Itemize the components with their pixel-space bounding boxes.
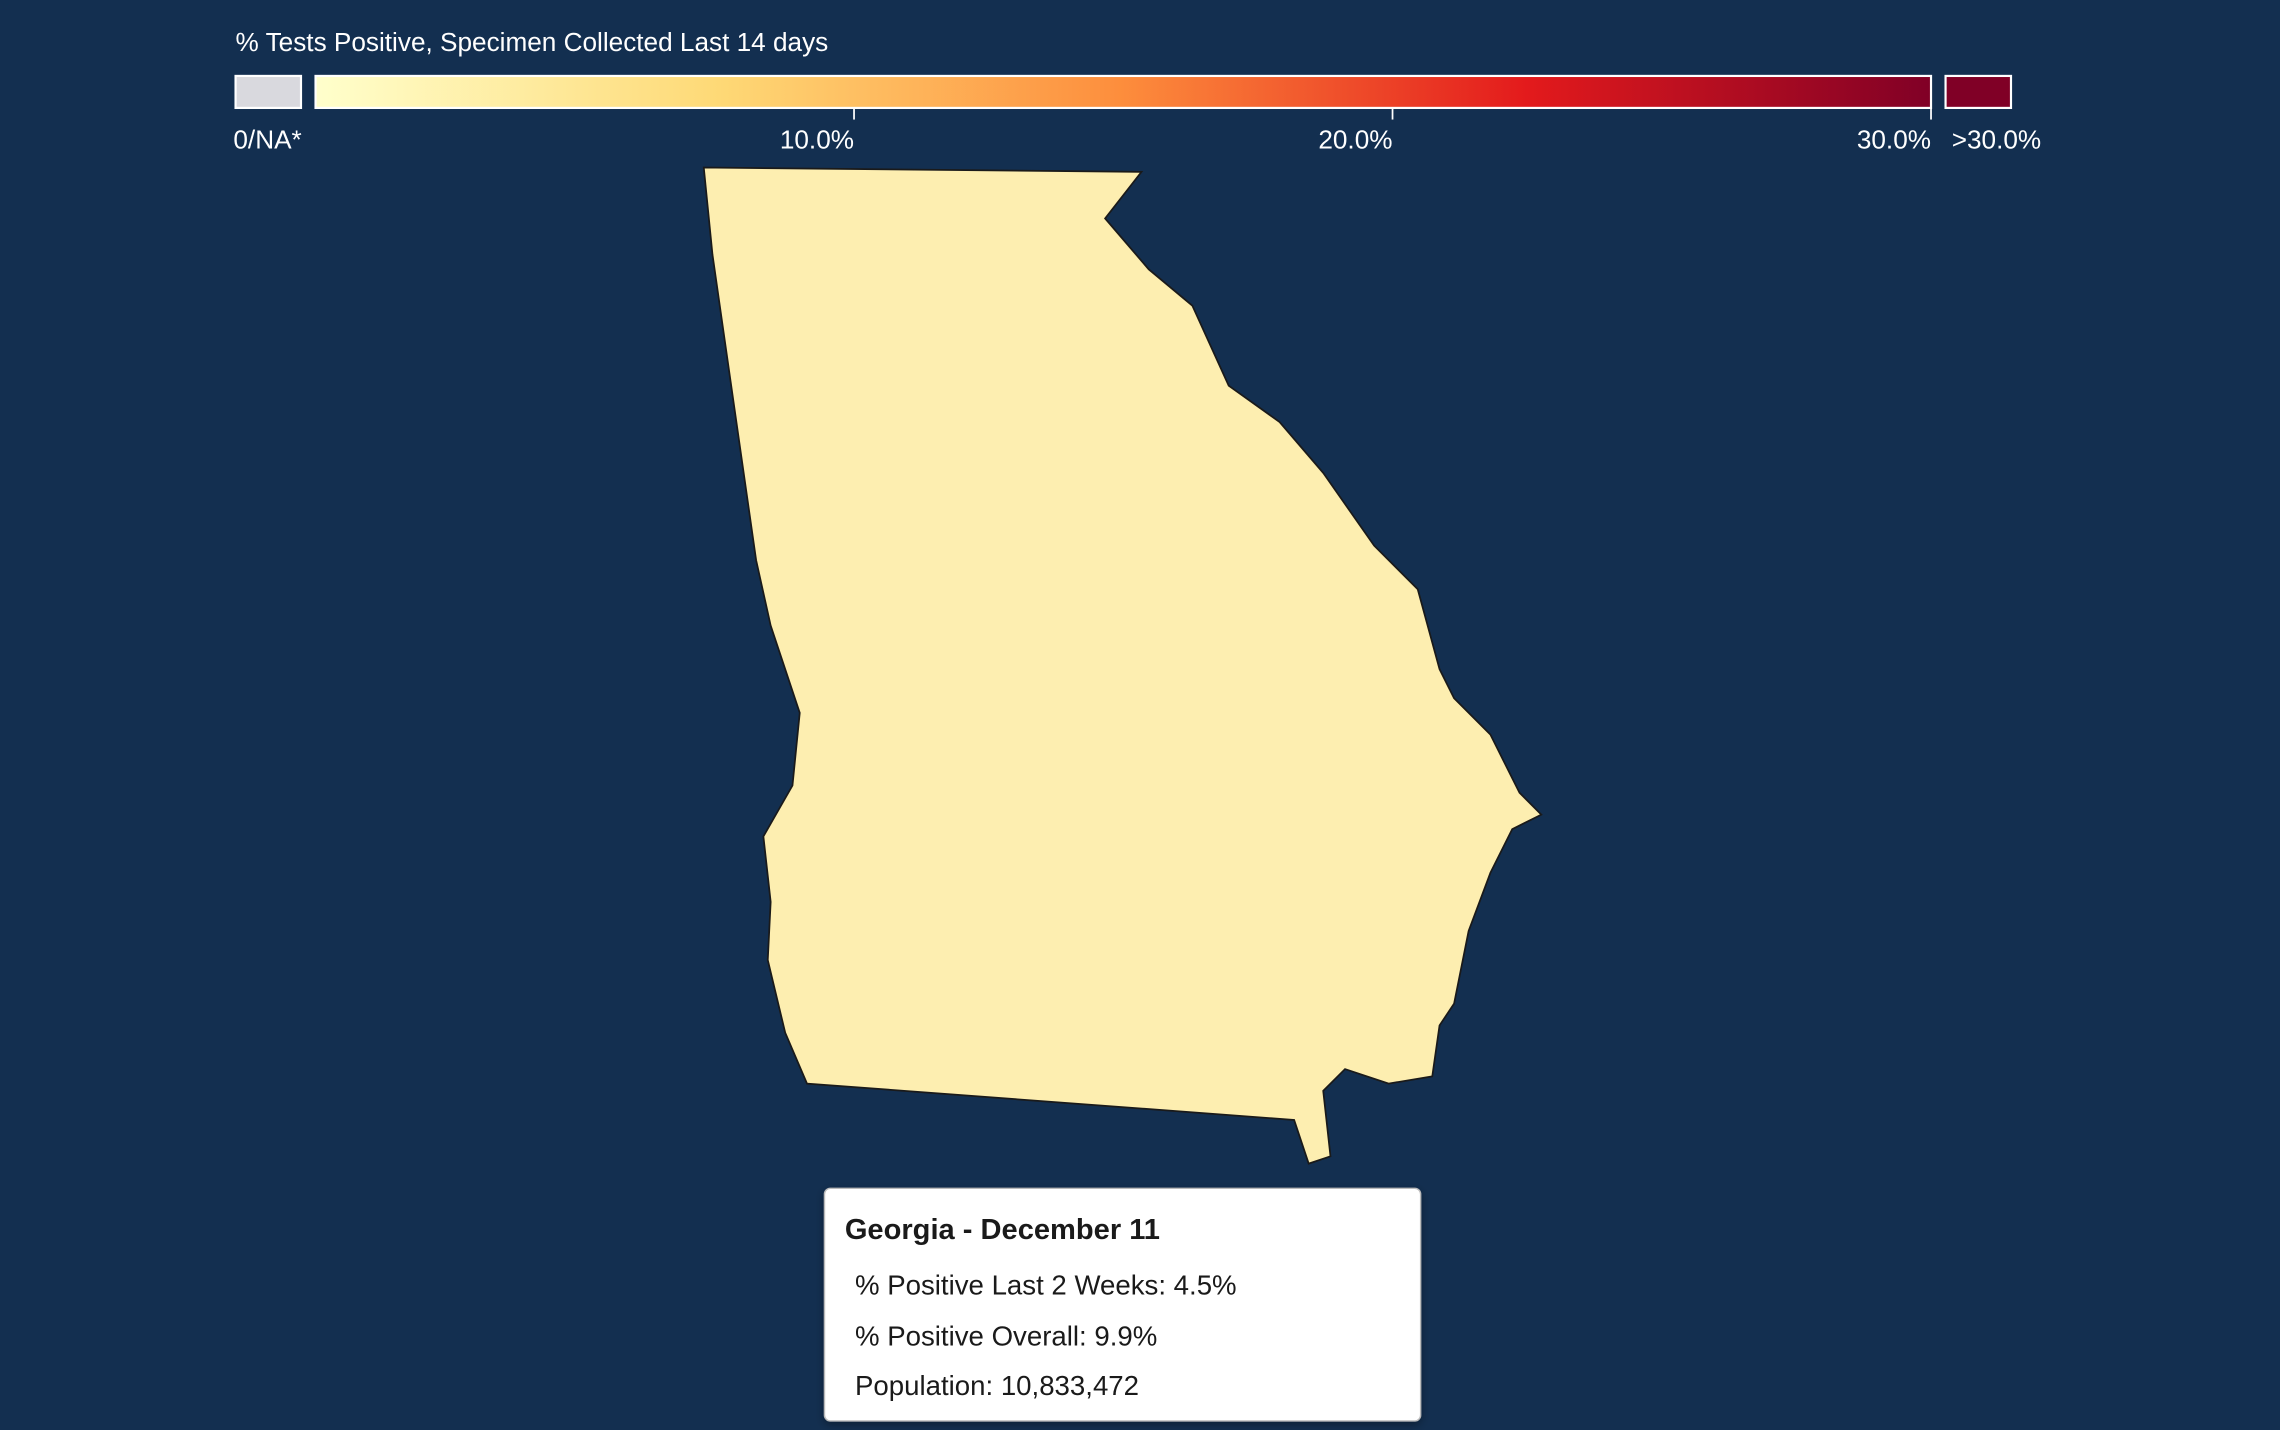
legend-gradient — [314, 74, 1933, 110]
legend-title: % Tests Positive, Specimen Collected Las… — [236, 27, 829, 57]
tooltip-line: % Positive Overall: 9.9% — [855, 1320, 1157, 1351]
tooltip-box — [823, 1187, 1422, 1422]
tooltip: Georgia - December 11 % Positive Last 2 … — [823, 1187, 1422, 1422]
tooltip-title: Georgia - December 11 — [845, 1214, 1160, 1246]
tooltip-line: Population: 10,833,472 — [855, 1370, 1139, 1401]
legend-tick-label: 20.0% — [1318, 125, 1392, 155]
georgia-state[interactable] — [702, 166, 1543, 1165]
legend-tick-label: 30.0% — [1857, 125, 1931, 155]
legend-over-swatch — [1944, 74, 2013, 110]
legend-na-swatch — [234, 74, 303, 110]
legend-ticks: 10.0% 20.0% 30.0% — [780, 107, 1932, 155]
tooltip-line: % Positive Last 2 Weeks: 4.5% — [855, 1269, 1237, 1300]
legend-na-label: 0/NA* — [233, 125, 301, 155]
legend-tick-label: 10.0% — [780, 125, 854, 155]
legend-over-label: >30.0% — [1952, 125, 2041, 155]
